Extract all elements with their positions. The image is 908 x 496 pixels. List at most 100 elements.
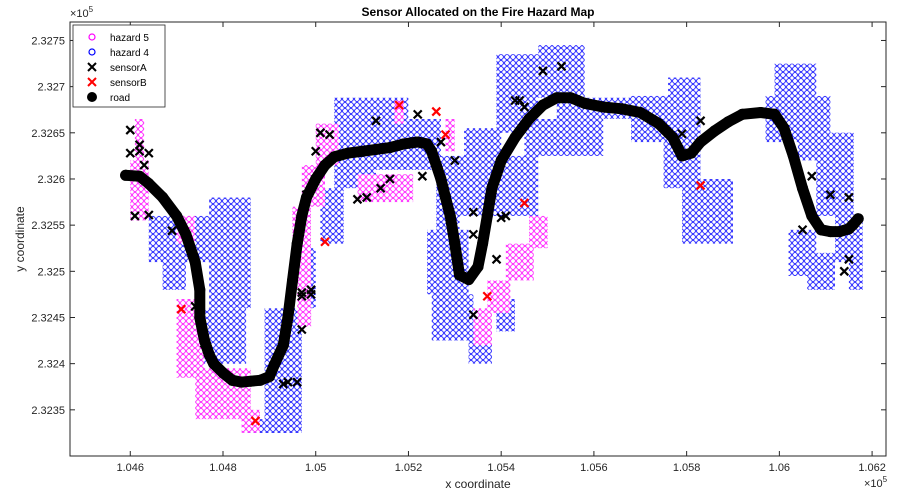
hazard4-region [538, 45, 585, 98]
road-point [277, 339, 289, 351]
legend-box [72, 24, 166, 108]
sensorA-marker [412, 109, 423, 120]
hazard4-region [816, 132, 854, 216]
sensorA-marker [297, 291, 307, 302]
road-point [769, 108, 781, 120]
sensorB-marker [519, 198, 530, 208]
hazard5-region [241, 409, 260, 433]
sensorA-marker [556, 61, 567, 72]
road-point [472, 261, 484, 273]
road-point [676, 150, 688, 162]
road-point [263, 371, 275, 383]
sensor-layer [125, 61, 854, 426]
y-tick-label: 2.3275 [31, 35, 65, 47]
legend-marker-sensorA [87, 62, 97, 72]
y-axis-label: y coordinate [13, 206, 27, 272]
sensorA-marker [297, 324, 307, 335]
y-tick-label: 2.326 [37, 174, 65, 186]
x-tick-label: 1.05 [305, 462, 326, 474]
sensorA-marker [310, 146, 321, 157]
sensorA-marker [417, 171, 428, 181]
road-point [824, 226, 836, 238]
sensorA-marker [468, 229, 479, 240]
hazard4-region [807, 252, 835, 290]
legend-label-road: road [110, 93, 130, 104]
road-point [463, 274, 475, 286]
x-axis: 1.046 1.048 1.05 1.052 1.054 1.056 1.058 1.06 1.… [117, 22, 886, 474]
road-point [797, 182, 808, 194]
road-layer [120, 92, 864, 388]
hazard5-region [505, 243, 534, 281]
hazard4-region [668, 77, 701, 124]
road-point [254, 374, 266, 386]
hazard4-region [774, 63, 817, 96]
x-tick-label: 1.058 [673, 462, 701, 474]
road-point [477, 238, 489, 250]
x-tick-label: 1.046 [117, 462, 145, 474]
hazard4-region [682, 179, 733, 244]
sensorB-marker [431, 106, 442, 117]
chart-title: Sensor Allocated on the Fire Hazard Map [362, 5, 595, 19]
sensorB-marker [320, 236, 330, 247]
road-point [412, 136, 424, 148]
road-point [430, 159, 442, 171]
sensorA-marker [167, 225, 177, 236]
hazard5-region [473, 308, 492, 346]
sensorA-marker [324, 129, 335, 140]
road-point [342, 147, 354, 159]
sensorA-marker [125, 125, 136, 135]
road-point [370, 143, 382, 155]
road-point [426, 145, 438, 157]
y-tick-label: 2.3245 [31, 312, 65, 324]
road-point [565, 92, 577, 104]
road-point [236, 376, 247, 388]
sensorA-marker [807, 171, 817, 181]
x-tick-label: 1.048 [209, 462, 237, 474]
sensorA-marker [352, 194, 363, 205]
road-point [815, 224, 827, 236]
road-point [199, 335, 210, 347]
plot-area [69, 21, 887, 457]
sensorA-marker [283, 377, 293, 387]
sensorA-marker [468, 309, 479, 320]
road-point [537, 99, 549, 111]
y-tick-label: 2.3255 [31, 220, 65, 232]
road-point [685, 147, 697, 159]
sensorA-marker [844, 192, 854, 203]
hazard4-region [320, 188, 344, 244]
legend-label-hazard5: hazard 5 [110, 33, 149, 44]
road-point [435, 173, 447, 185]
x-tick-label: 1.056 [580, 462, 608, 474]
hazard5-region [394, 100, 404, 124]
road-point [217, 367, 229, 379]
sensorA-marker [297, 287, 307, 298]
sensorA-marker [315, 128, 326, 138]
x-tick-label: 1.054 [487, 462, 515, 474]
road-point [852, 213, 864, 225]
sensorA-marker [797, 224, 808, 235]
sensorA-marker [190, 301, 200, 312]
hazard4-region [431, 294, 474, 341]
sensorA-marker [199, 338, 210, 349]
sensorA-marker [468, 207, 479, 217]
sensorA-marker [292, 377, 302, 387]
legend-item-sensorB: sensorB [87, 77, 147, 89]
legend-label-sensorB: sensorB [110, 78, 147, 89]
sensorB-marker [394, 100, 404, 110]
road-point [722, 116, 734, 128]
road-point [398, 138, 410, 150]
y-tick-label: 2.3265 [31, 128, 65, 140]
road-point [616, 103, 628, 115]
road-point [653, 118, 665, 130]
sensorA-marker [306, 285, 316, 295]
legend-label-sensorA: sensorA [110, 63, 147, 74]
road-point [384, 142, 396, 154]
road-point [134, 170, 145, 182]
sensorB-marker [695, 180, 706, 191]
x-tick-label: 1.06 [769, 462, 790, 474]
sensorA-marker [519, 102, 530, 112]
road-point [356, 145, 368, 157]
y-exponent-label: ×105 [70, 5, 94, 20]
sensorA-marker [130, 211, 140, 221]
